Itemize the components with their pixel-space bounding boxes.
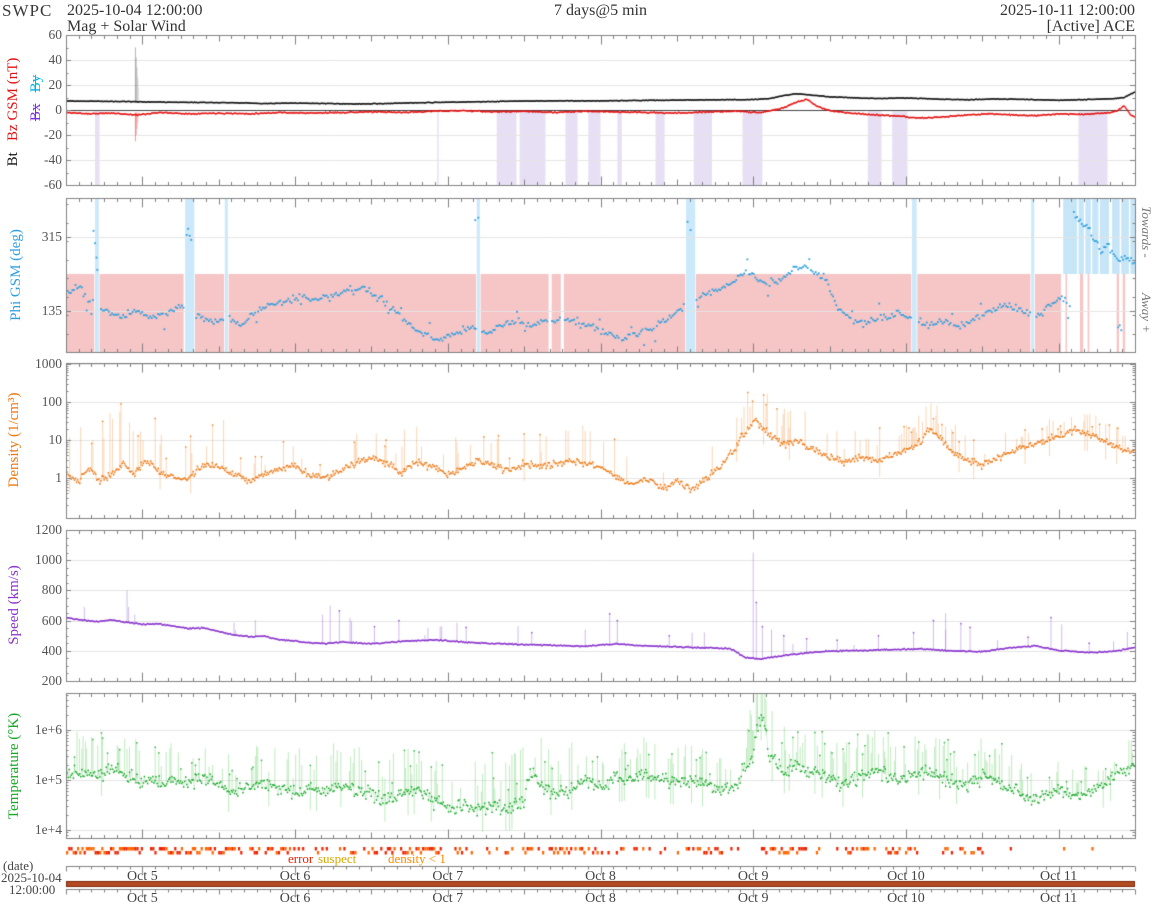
date-label-row1: Oct 7 (432, 869, 464, 884)
date-label-row2: Oct 9 (737, 891, 769, 905)
y-tick-label: -60 (44, 177, 62, 192)
axis-start-time: 12:00:00 (9, 882, 56, 897)
date-label-row2: Oct 10 (887, 891, 925, 905)
y-tick-label: -20 (44, 127, 62, 142)
date-label-row1: Oct 5 (126, 869, 158, 884)
legend-suspect: suspect (318, 851, 357, 866)
y-tick-label: 1000 (35, 356, 62, 371)
date-label-row2: Oct 11 (1040, 891, 1078, 905)
y-tick-label: 40 (48, 52, 63, 67)
y-tick-label: 315 (41, 229, 62, 244)
date-label-row1: Oct 11 (1040, 869, 1078, 884)
axis-start-date: 2025-10-04 (1, 870, 62, 885)
y-tick-label: 1200 (35, 522, 62, 537)
y-tick-label: 800 (41, 582, 62, 597)
y-tick-label: 600 (41, 613, 62, 628)
date-label-row2: Oct 6 (279, 891, 311, 905)
y-tick-label: 0 (55, 102, 62, 117)
y-tick-label: 10 (48, 432, 63, 447)
date-label-row1: Oct 8 (585, 869, 616, 884)
plot-title: Mag + Solar Wind (67, 18, 186, 35)
y-tick-label: 1e+6 (34, 722, 62, 737)
legend-error: error (288, 851, 314, 866)
legend-density-lt1: density < 1 (388, 851, 446, 866)
date-label-row2: Oct 7 (432, 891, 464, 905)
y-tick-label: 60 (48, 27, 63, 42)
y-tick-label: 1e+5 (34, 772, 62, 787)
start-datetime: 2025-10-04 12:00:00 (67, 2, 203, 19)
phi-away-label: Away + (1139, 292, 1154, 334)
date-axis-caption: (date) (3, 858, 34, 873)
date-label-row1: Oct 10 (887, 869, 925, 884)
temperature-axis-title: Temperature (°K) (6, 712, 22, 820)
y-tick-label: 200 (41, 673, 62, 688)
y-tick-label: 1e+4 (34, 822, 62, 837)
y-tick-label: 1 (55, 470, 62, 485)
date-label-row2: Oct 8 (585, 891, 616, 905)
end-datetime: 2025-10-11 12:00:00 (1000, 2, 1135, 19)
y-tick-label: 100 (41, 394, 62, 409)
swpc-brand: SWPC (2, 1, 53, 20)
date-label-row1: Oct 9 (737, 869, 769, 884)
y-tick-label: -40 (44, 152, 62, 167)
y-tick-label: 1000 (35, 552, 62, 567)
y-tick-label: 135 (41, 303, 62, 318)
date-label-row1: Oct 6 (279, 869, 311, 884)
satellite-status: [Active] ACE (1046, 18, 1135, 35)
range-resolution: 7 days@5 min (554, 2, 647, 19)
y-tick-label: 20 (48, 77, 63, 92)
y-tick-label: 400 (41, 643, 62, 658)
date-label-row2: Oct 5 (126, 891, 158, 905)
